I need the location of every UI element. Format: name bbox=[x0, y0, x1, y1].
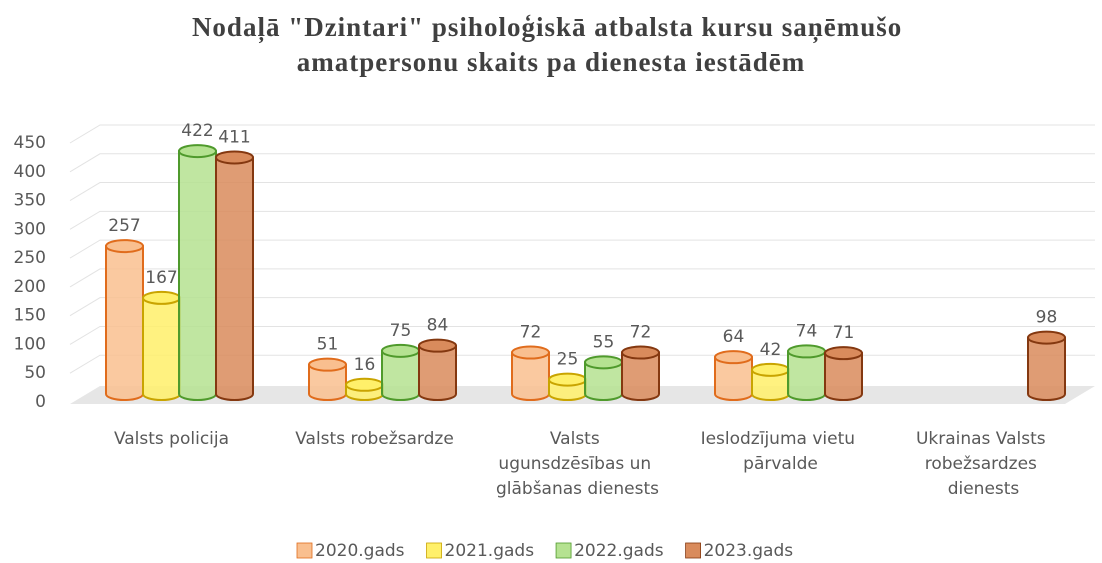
legend-swatch bbox=[296, 542, 313, 559]
bar-body bbox=[787, 350, 826, 401]
legend: 2020.gads 2021.gads 2022.gads 2023.gads bbox=[296, 541, 794, 561]
data-label: 71 bbox=[833, 323, 855, 343]
x-tick-label: Ukrainas Valsts robežsardzes dienests bbox=[916, 429, 1051, 499]
bar bbox=[381, 343, 420, 401]
legend-swatch bbox=[555, 542, 572, 559]
bar-body bbox=[418, 344, 457, 401]
bar-top bbox=[787, 344, 826, 359]
bar bbox=[548, 372, 587, 401]
data-label: 72 bbox=[520, 323, 542, 343]
bar bbox=[1027, 330, 1066, 401]
bar bbox=[142, 290, 181, 401]
bar bbox=[345, 377, 384, 401]
bar bbox=[418, 338, 457, 401]
bar-top bbox=[381, 343, 420, 358]
bar bbox=[308, 357, 347, 401]
data-label: 16 bbox=[354, 355, 376, 375]
data-label: 72 bbox=[630, 323, 652, 343]
bar-body bbox=[1027, 336, 1066, 401]
bar-body bbox=[381, 349, 420, 401]
bar bbox=[105, 239, 144, 401]
y-tick-label: 400 bbox=[14, 162, 46, 182]
legend-label: 2020.gads bbox=[315, 541, 405, 561]
data-label: 25 bbox=[557, 350, 579, 370]
bar-top bbox=[178, 144, 217, 159]
bar-top bbox=[105, 239, 144, 254]
data-label: 51 bbox=[317, 335, 339, 355]
bar-top bbox=[714, 350, 753, 365]
x-tick-label: Ieslodzījuma vietu pārvalde bbox=[701, 429, 861, 474]
y-tick-label: 450 bbox=[14, 133, 46, 153]
bar bbox=[787, 344, 826, 401]
bar bbox=[714, 350, 753, 401]
grid-line bbox=[69, 239, 1095, 259]
chart-title: Nodaļā "Dzintari" psiholoģiskā atbalsta … bbox=[192, 12, 910, 77]
bar-top bbox=[548, 372, 587, 387]
data-label: 257 bbox=[108, 216, 140, 236]
y-tick-label: 250 bbox=[14, 248, 46, 268]
x-tick-label: Valsts ugunsdzēsības un glābšanas dienes… bbox=[496, 429, 659, 499]
grid-line bbox=[69, 354, 1095, 374]
legend-swatch bbox=[685, 542, 701, 559]
data-label: 75 bbox=[390, 321, 412, 341]
bar-body bbox=[215, 156, 254, 401]
grid-line bbox=[69, 325, 1095, 345]
bar bbox=[621, 345, 660, 401]
grid-line bbox=[69, 210, 1095, 230]
data-label: 84 bbox=[427, 316, 449, 336]
bar-top bbox=[142, 290, 181, 305]
bar bbox=[824, 346, 863, 401]
legend-label: 2021.gads bbox=[445, 541, 535, 561]
data-label: 42 bbox=[760, 340, 782, 360]
bar bbox=[511, 345, 550, 401]
bar-top bbox=[215, 150, 254, 165]
y-tick-label: 300 bbox=[14, 219, 46, 239]
grid-line bbox=[69, 124, 1095, 144]
y-tick-label: 100 bbox=[14, 334, 46, 354]
bar-top bbox=[751, 362, 790, 377]
bar bbox=[178, 144, 217, 401]
data-label: 55 bbox=[593, 332, 615, 352]
bar-body bbox=[105, 245, 144, 401]
bar-top bbox=[621, 345, 660, 360]
x-tick-label: Valsts policija bbox=[114, 429, 229, 449]
data-label: 411 bbox=[218, 127, 250, 147]
grid-line bbox=[69, 182, 1095, 201]
bar-top bbox=[345, 377, 384, 392]
grid-line bbox=[69, 153, 1095, 173]
x-tick-label: Valsts robežsardze bbox=[295, 429, 454, 449]
bar-body bbox=[142, 296, 181, 401]
grid-line bbox=[69, 297, 1095, 317]
legend-label: 2023.gads bbox=[704, 541, 794, 561]
y-tick-label: 200 bbox=[14, 277, 46, 297]
bar-top bbox=[1027, 330, 1066, 345]
bar-body bbox=[511, 351, 550, 401]
y-tick-label: 0 bbox=[35, 392, 46, 412]
bar-top bbox=[584, 355, 623, 370]
legend-label: 2022.gads bbox=[574, 541, 664, 561]
bar-top bbox=[824, 346, 863, 361]
bar bbox=[751, 362, 790, 401]
data-label: 64 bbox=[723, 327, 745, 347]
y-tick-label: 50 bbox=[24, 363, 46, 383]
grid-line bbox=[69, 268, 1095, 288]
data-label: 167 bbox=[145, 268, 177, 288]
bar-body bbox=[824, 352, 863, 401]
bar-body bbox=[178, 150, 217, 401]
bar-top bbox=[308, 357, 347, 372]
y-tick-label: 150 bbox=[14, 306, 46, 326]
y-tick-label: 350 bbox=[14, 191, 46, 211]
bar-body bbox=[621, 351, 660, 401]
bar-top bbox=[511, 345, 550, 360]
data-label: 422 bbox=[181, 121, 213, 141]
bar bbox=[584, 355, 623, 401]
legend-swatch bbox=[426, 542, 442, 559]
data-label: 98 bbox=[1036, 308, 1058, 328]
data-label: 74 bbox=[796, 321, 818, 341]
bar-top bbox=[418, 338, 457, 353]
bar bbox=[215, 150, 254, 401]
